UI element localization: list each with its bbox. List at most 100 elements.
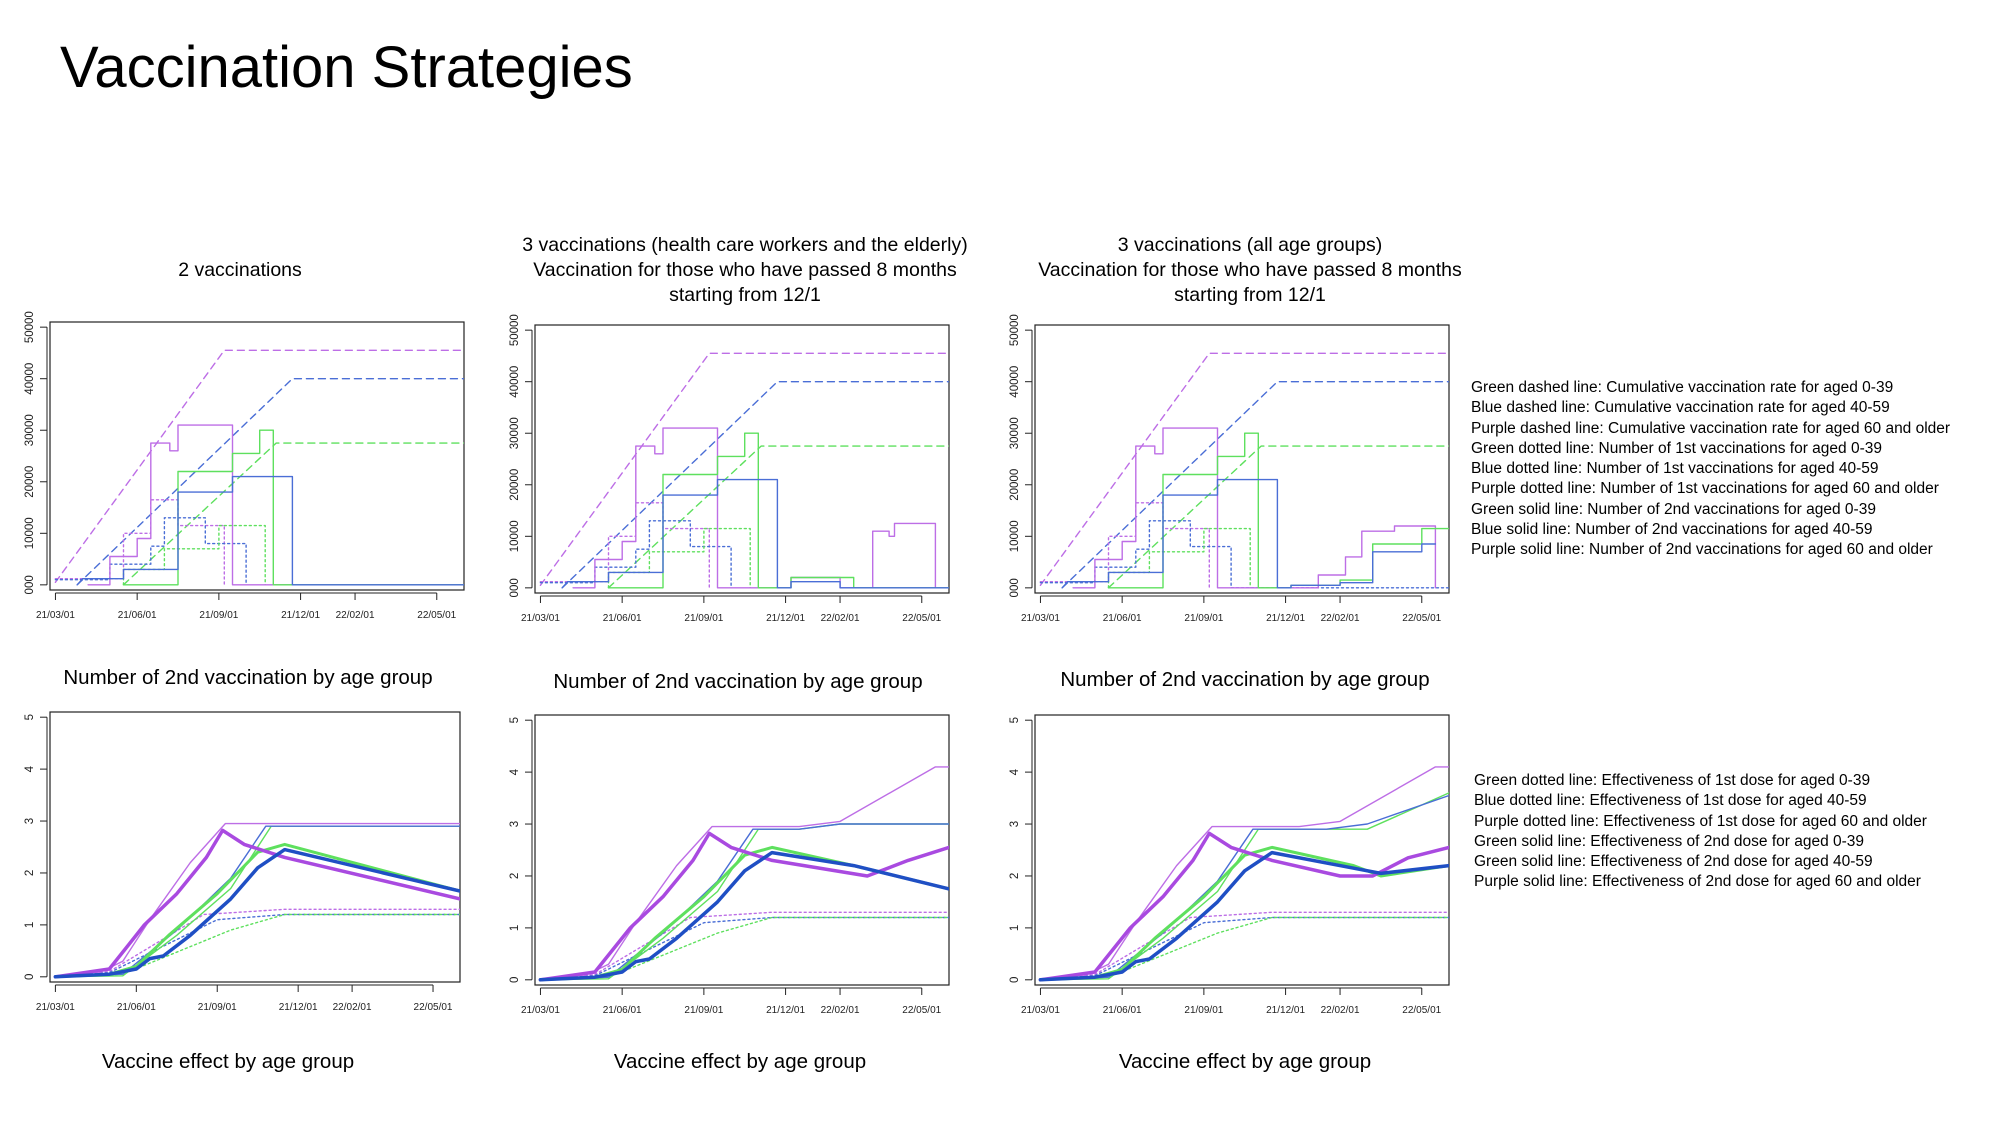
legend-entry: Green solid line: Number of 2nd vaccinat… [1471,500,1876,518]
blue-solid-series-line [76,475,464,586]
blue-solid-series-line [53,847,460,979]
blue-dashed-series-line [76,377,464,586]
y-tick-label: 0 [24,974,36,980]
chart-vaccinations-2-doses: 000 10000 20000 30000 40000 50000 21/03/01 21/0… [24,311,465,621]
x-tick-label: 21/06/01 [118,610,157,621]
blue-solid-series-line [1061,478,1437,589]
purple-solid-series-line [572,427,937,589]
x-tick-label: 21/12/01 [279,1002,318,1013]
y-tick-label: 3 [509,821,521,827]
purple-solid-series-line [53,828,460,979]
y-tick-label: 1 [1009,925,1021,931]
y-tick-label: 20000 [509,469,521,501]
purple-dotted-series-line [54,499,226,586]
legend-entry: Purple solid line: Number of 2nd vaccina… [1471,541,1933,559]
y-tick-label: 5 [509,717,521,723]
column-title-line: Vaccination for those who have passed 8 … [1038,259,1462,281]
x-tick-label: 22/02/01 [336,610,375,621]
column-title-1: 2 vaccinations [0,258,500,283]
green-dashed-series-line [122,442,464,586]
purple-dotted-series-line [1039,502,1211,589]
x-tick-label: 22/05/01 [417,610,456,621]
legend-bottom: Green dotted line: Effectiveness of 1st … [1474,771,1927,893]
green-solid-series-line [122,429,464,586]
blue-solid-series-line [561,478,949,589]
x-tick-label: 22/02/01 [1321,613,1360,624]
legend-entry: Purple dashed line: Cumulative vaccinati… [1471,419,1951,437]
purple-dashed-series-line [1039,352,1449,586]
x-tick-label: 21/06/01 [603,613,642,624]
column-title-line: 3 vaccinations (all age groups) [1117,234,1383,256]
purple-dotted-series-line [539,502,711,589]
column-title-line: starting from 12/1 [669,284,821,306]
y-tick-label: 10000 [1009,520,1021,552]
y-tick-label: 5 [24,714,36,720]
x-tick-label: 21/03/01 [36,1002,75,1013]
y-tick-label: 30000 [1009,417,1021,449]
x-tick-label: 21/03/01 [1021,1005,1060,1016]
column-title-3: 3 vaccinations (all age groups) Vaccinat… [990,233,1510,308]
y-tick-label: 30000 [509,417,521,449]
green-dotted-series-line [1107,527,1251,589]
green-solid-series-line [607,432,949,589]
purple-solid-series-line [87,424,464,586]
green-dotted-series-line [539,916,949,981]
y-tick-label: 50000 [24,311,36,343]
purple-dotted-series-line [539,911,949,981]
column-title-line: 3 vaccinations (health care workers and … [522,234,968,256]
plot-frame [1034,714,1450,986]
blue-solid-series-line [1038,850,1449,982]
purple-dotted-series-line [54,908,460,978]
y-tick-label: 000 [509,578,521,597]
series-group [538,766,949,982]
x-tick-label: 22/02/01 [1321,1005,1360,1016]
blue-solid-series-line [1039,794,1449,981]
legend-entry: Green dotted line: Effectiveness of 1st … [1474,772,1871,789]
y-tick-label: 2 [509,873,521,879]
y-tick-label: 20000 [24,466,36,498]
y-tick-label: 40000 [1009,366,1021,398]
x-tick-label: 22/05/01 [902,1005,941,1016]
y-tick-label: 4 [509,768,521,775]
y-tick-label: 40000 [509,366,521,398]
x-tick-label: 21/09/01 [1184,1005,1223,1016]
green-dotted-series-line [1039,916,1449,981]
purple-dashed-series-line [54,349,464,583]
plot-frame [49,711,461,983]
x-tick-label: 21/09/01 [684,613,723,624]
y-tick-label: 0 [509,977,521,983]
blue-solid-series-line [538,850,949,982]
chart-effect-3-doses-elderly: 0 1 2 3 4 5 21/03/01 21/06/01 21/09/01 21/12/01 22… [509,714,950,1016]
y-tick-label: 5 [1009,717,1021,723]
x-tick-label: 21/06/01 [117,1002,156,1013]
blue-dashed-series-line [561,380,949,589]
y-tick-label: 10000 [24,517,36,549]
chart-effect-3-doses-all: 0 1 2 3 4 5 21/03/01 21/06/01 21/09/01 21/12/01 22… [1009,714,1450,1016]
plot-frame [534,714,950,986]
x-tick-label: 21/12/01 [281,610,320,621]
y-tick-label: 50000 [1009,314,1021,346]
column-title-line: starting from 12/1 [1174,284,1326,306]
chart-vaccinations-3-doses-all: 000 10000 20000 30000 40000 50000 21/03/01 21/0… [1009,314,1450,624]
column-title-2: 3 vaccinations (health care workers and … [485,233,1005,308]
y-tick-label: 4 [1009,768,1021,775]
legend-entry: Blue dashed line: Cumulative vaccination… [1471,399,1890,417]
green-dotted-series-line [607,527,751,589]
legend-entry: Purple dotted line: Number of 1st vaccin… [1471,480,1939,498]
x-tick-label: 21/09/01 [1184,613,1223,624]
x-tick-label: 21/09/01 [198,1002,237,1013]
green-solid-series-line [1107,432,1449,589]
y-tick-label: 10000 [509,520,521,552]
x-tick-label: 21/03/01 [36,610,75,621]
x-tick-label: 22/05/01 [1402,1005,1441,1016]
blue-solid-series-line [539,823,949,981]
series-group [539,352,949,589]
green-dotted-series-line [122,524,266,586]
chart-effect-2-doses: 0 1 2 3 4 5 21/03/01 21/06/01 21/09/01 21/12/01 22… [24,711,461,1013]
blue-dotted-series-line [539,916,949,981]
x-tick-label: 22/02/01 [821,613,860,624]
green-dashed-series-line [1107,445,1449,589]
x-tick-label: 22/02/01 [821,1005,860,1016]
y-tick-label: 3 [24,818,36,824]
purple-dashed-series-line [539,352,949,586]
